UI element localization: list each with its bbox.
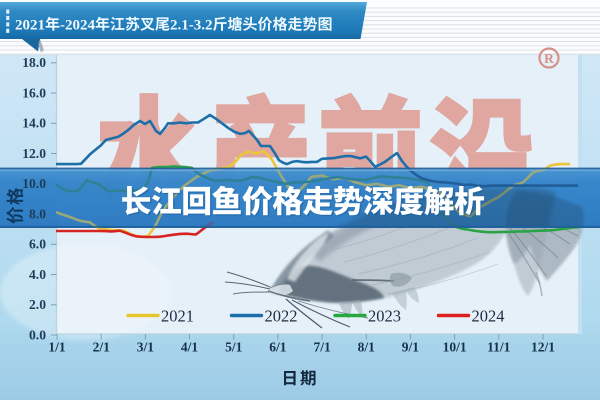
svg-text:-2024: -2024: [60, 18, 95, 34]
svg-text:2021: 2021: [161, 307, 194, 326]
svg-text:8.0: 8.0: [29, 206, 46, 221]
svg-text:14.0: 14.0: [22, 116, 46, 131]
svg-text:12/1: 12/1: [531, 340, 555, 355]
svg-text:2.0: 2.0: [29, 297, 46, 312]
svg-text:6/1: 6/1: [269, 340, 287, 355]
svg-text:1/1: 1/1: [48, 340, 66, 355]
svg-text:2022: 2022: [265, 307, 298, 326]
svg-text:11/1: 11/1: [487, 340, 511, 355]
svg-text:R: R: [544, 51, 554, 66]
svg-text:2.1-3.2: 2.1-3.2: [170, 18, 213, 34]
svg-text:2023: 2023: [368, 307, 401, 326]
svg-text:6.0: 6.0: [29, 237, 46, 252]
svg-text:4.0: 4.0: [29, 267, 46, 282]
svg-text:7/1: 7/1: [313, 340, 331, 355]
svg-text:4/1: 4/1: [181, 340, 199, 355]
svg-text:0.0: 0.0: [29, 327, 46, 342]
svg-text:10/1: 10/1: [443, 340, 467, 355]
svg-text:5/1: 5/1: [225, 340, 243, 355]
svg-text:12.0: 12.0: [22, 146, 46, 161]
svg-text:2024: 2024: [472, 307, 505, 326]
svg-text:18.0: 18.0: [22, 55, 46, 70]
svg-text:9/1: 9/1: [402, 340, 420, 355]
svg-text:2021: 2021: [15, 18, 45, 34]
svg-text:8/1: 8/1: [358, 340, 376, 355]
svg-text:16.0: 16.0: [22, 85, 46, 100]
svg-text:3/1: 3/1: [137, 340, 155, 355]
svg-text:10.0: 10.0: [22, 176, 46, 191]
svg-text:2/1: 2/1: [93, 340, 111, 355]
